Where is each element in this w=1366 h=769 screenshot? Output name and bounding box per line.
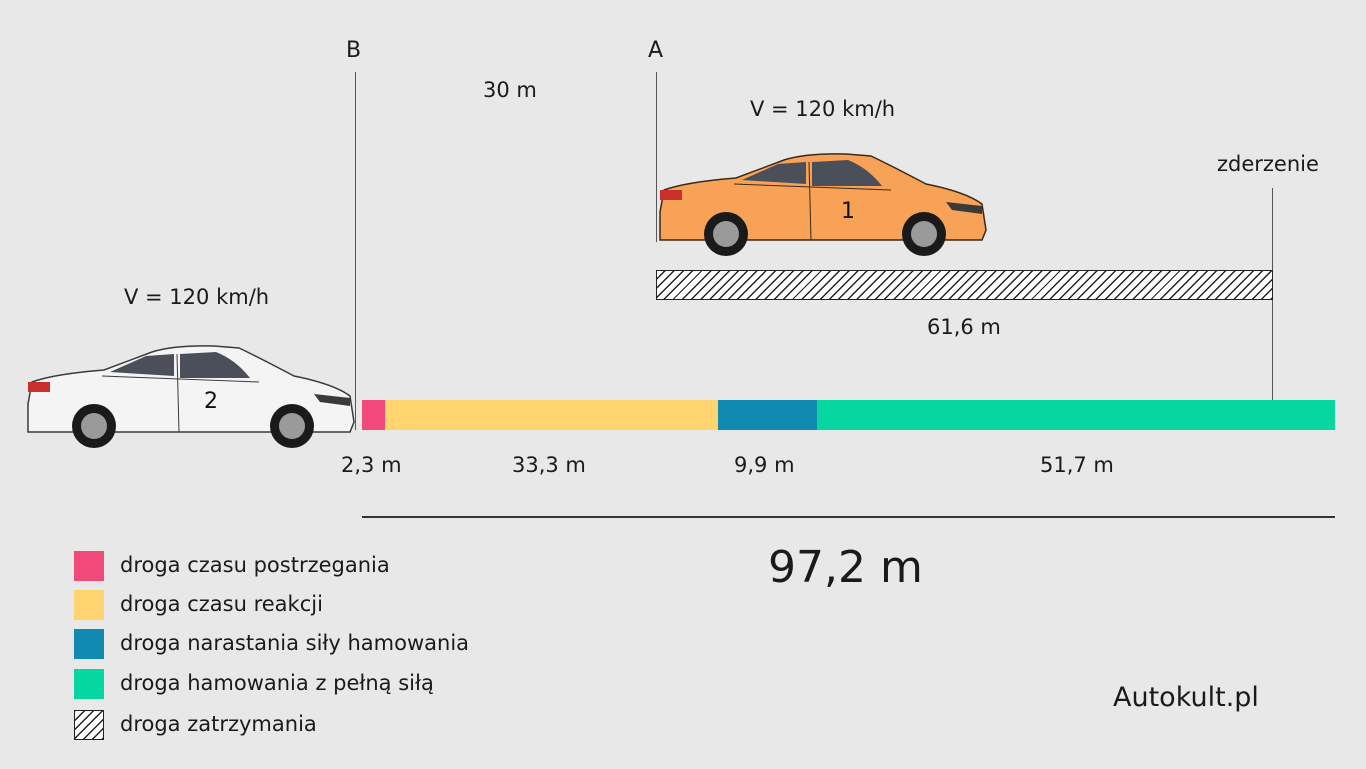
legend-swatch-reaction (74, 590, 104, 620)
legend-swatch-full-braking (74, 669, 104, 699)
brand-logo-text: Autokult.pl (1113, 682, 1259, 713)
segment-perception-label: 2,3 m (341, 453, 402, 477)
car-1-speed-label: V = 120 km/h (750, 97, 896, 121)
car-1-number: 1 (841, 199, 855, 224)
segment-reaction-label: 33,3 m (512, 453, 586, 477)
marker-a-label: A (648, 38, 664, 63)
legend-label-stopping: droga zatrzymania (120, 712, 317, 736)
legend-label-reaction: droga czasu reakcji (120, 592, 323, 616)
collision-line (1272, 188, 1273, 430)
marker-b-label: B (346, 38, 362, 63)
total-divider (362, 516, 1335, 518)
legend-label-brake-buildup: droga narastania siły hamowania (120, 631, 470, 655)
total-distance-label: 97,2 m (768, 542, 923, 593)
legend-label-full-braking: droga hamowania z pełną siłą (120, 671, 434, 695)
segment-full-braking-label: 51,7 m (1040, 453, 1114, 477)
segment-brake-buildup (718, 400, 818, 430)
marker-a-line (656, 72, 657, 242)
marker-b-line (355, 72, 356, 430)
car-2-number: 2 (204, 389, 218, 414)
segment-full-braking (817, 400, 1335, 430)
legend-swatch-stopping (74, 710, 104, 740)
collision-label: zderzenie (1217, 152, 1319, 176)
gap-distance-label: 30 m (483, 78, 537, 102)
stopping-distance-label: 61,6 m (927, 315, 1001, 339)
car-2-speed-label: V = 120 km/h (124, 285, 270, 309)
legend-label-perception: droga czasu postrzegania (120, 553, 390, 577)
segment-reaction (385, 400, 719, 430)
stopping-distance-bar (656, 270, 1273, 300)
legend-swatch-brake-buildup (74, 629, 104, 659)
segment-brake-buildup-label: 9,9 m (734, 453, 795, 477)
segment-perception (362, 400, 386, 430)
car-2: 2 (27, 345, 355, 448)
legend-swatch-perception (74, 551, 104, 581)
car-1: 1 (659, 153, 987, 256)
